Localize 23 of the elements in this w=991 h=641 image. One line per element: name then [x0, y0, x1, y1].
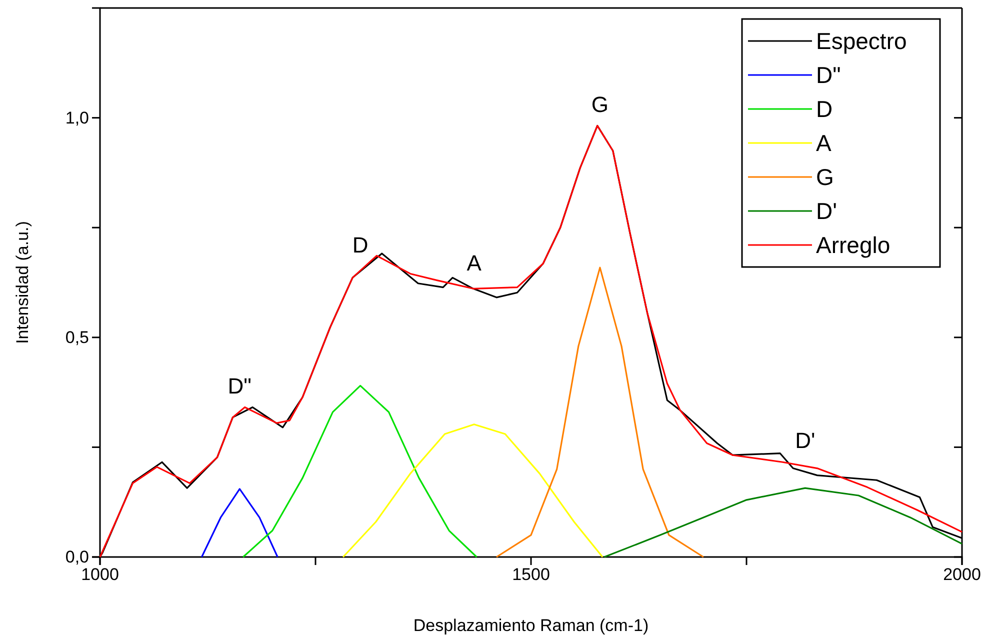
line-series [603, 487, 963, 558]
x-tick-label: 1000 [81, 565, 119, 584]
x-tick-label: 1500 [512, 565, 550, 584]
legend-label: Espectro [816, 28, 907, 54]
annotation: D' [795, 428, 816, 454]
annotation: G [591, 92, 609, 117]
x-axis-title: Desplazamiento Raman (cm-1) [413, 616, 649, 635]
legend-label: D [816, 96, 833, 122]
y-tick-label: 1,0 [65, 108, 89, 128]
annotation: D" [228, 374, 252, 399]
y-tick-label: 0,5 [65, 328, 89, 347]
legend-label: G [816, 164, 834, 190]
legend-label: A [816, 130, 832, 156]
line-series [342, 424, 604, 558]
annotation: D [352, 232, 368, 258]
y-tick-label: 0,0 [65, 547, 89, 566]
annotation: A [466, 250, 482, 276]
x-tick-label: 2000 [943, 565, 981, 584]
line-series [496, 266, 704, 558]
legend-label: D' [816, 198, 838, 224]
y-axis-title: Intensidad (a.u.) [13, 221, 32, 344]
legend-label: D" [816, 62, 841, 88]
legend-label: Arreglo [816, 232, 890, 258]
